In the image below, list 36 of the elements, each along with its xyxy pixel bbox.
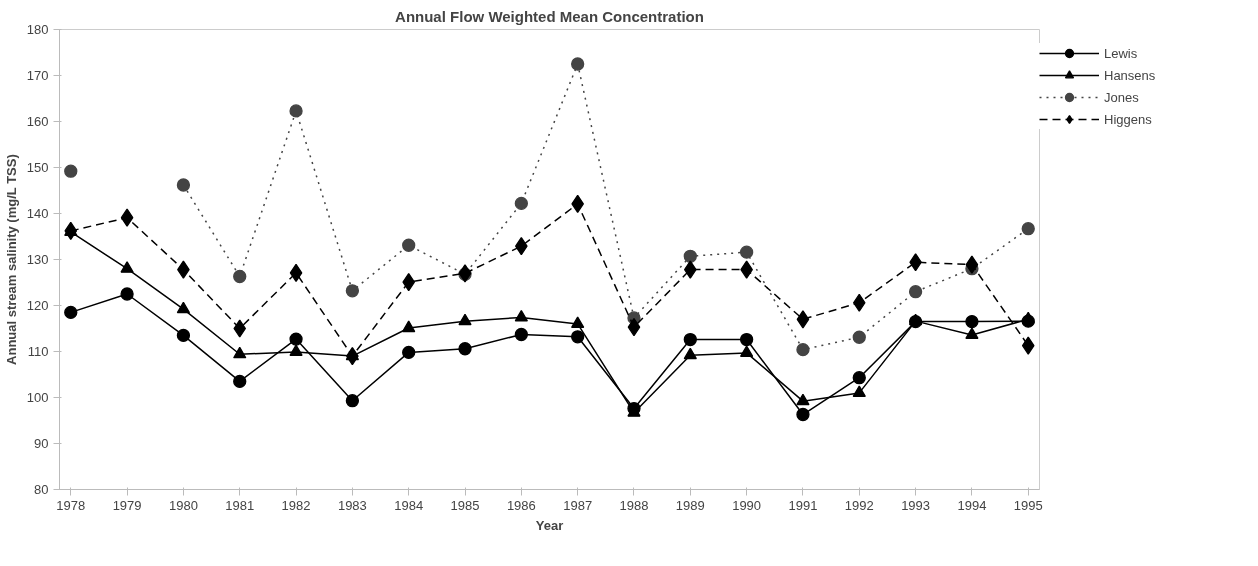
y-tick-label: 110 (27, 344, 49, 359)
x-tick-label: 1990 (732, 497, 762, 513)
y-tick-label: 140 (26, 206, 49, 221)
x-tick-label: 1984 (394, 497, 424, 513)
y-tick-label: 80 (34, 482, 49, 497)
y-tick-label: 90 (34, 436, 49, 451)
legend-label: Higgens (1104, 111, 1152, 127)
x-tick-label: 1980 (168, 497, 198, 513)
y-tick-label: 100 (26, 390, 49, 405)
x-tick-label: 1986 (506, 497, 536, 513)
chart-title: Annual Flow Weighted Mean Concentration (395, 7, 704, 25)
y-tick-label: 120 (26, 298, 49, 313)
x-tick-label: 1991 (788, 497, 818, 513)
x-tick-label: 1987 (563, 497, 593, 513)
x-tick-label: 1979 (112, 497, 142, 513)
x-tick-label: 1993 (901, 497, 931, 513)
y-tick-label: 160 (26, 114, 49, 129)
x-tick-label: 1978 (56, 497, 86, 513)
legend-label: Lewis (1104, 45, 1138, 61)
x-tick-label: 1994 (957, 497, 987, 513)
y-tick-label: 180 (26, 22, 49, 37)
x-tick-label: 1983 (337, 497, 367, 513)
y-tick-label: 130 (26, 252, 49, 267)
x-tick-label: 1995 (1013, 497, 1043, 513)
x-tick-label: 1988 (619, 497, 649, 513)
x-axis-title: Year (535, 517, 564, 533)
x-tick-label: 1985 (450, 497, 480, 513)
legend-label: Jones (1104, 89, 1139, 105)
y-tick-label: 170 (26, 68, 49, 83)
y-axis-title: Annual stream salinity (mg/L TSS) (3, 154, 19, 365)
x-tick-label: 1982 (281, 497, 311, 513)
x-tick-label: 1989 (675, 497, 705, 513)
x-tick-label: 1992 (844, 497, 874, 513)
x-tick-label: 1981 (225, 497, 255, 513)
legend-label: Hansens (1104, 67, 1156, 83)
y-tick-label: 150 (26, 160, 49, 175)
